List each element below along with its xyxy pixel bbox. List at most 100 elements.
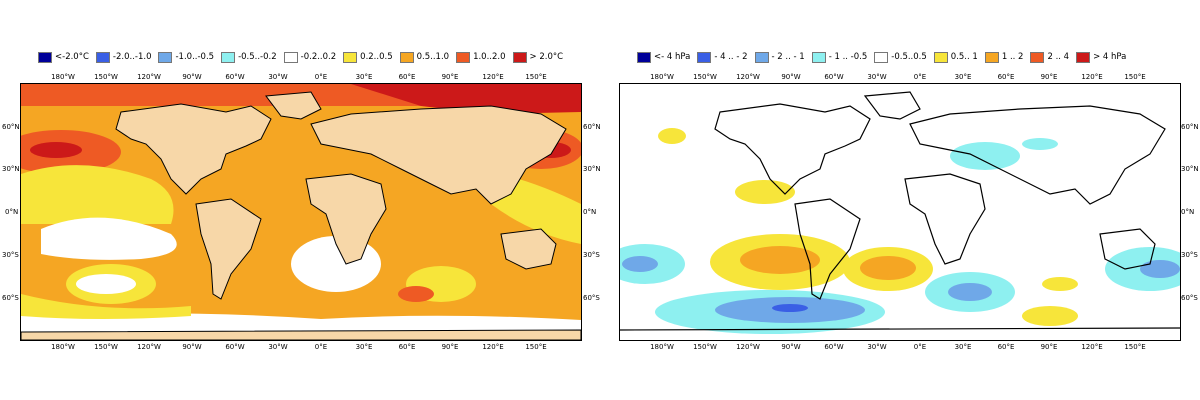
legend-swatch [697, 51, 712, 63]
subtropical-high [735, 180, 795, 204]
slp-legend: <- 4 hPa - 4 .. - 2 - 2 .. - 1 - 1 .. -0… [637, 50, 1133, 64]
lon-tick-label: 60°E [398, 73, 416, 81]
lon-tick-label: 0°E [913, 343, 927, 351]
south-america [195, 198, 262, 300]
lon-tick-label: 90°W [182, 343, 202, 351]
lat-tick-label: 60°N [583, 123, 601, 131]
lon-tick-label: 150°W [94, 73, 118, 81]
southern-mild-band [21, 294, 191, 319]
lon-tick-label: 60°W [824, 343, 844, 351]
lat-tick-label: 30°S [1181, 251, 1198, 259]
lon-tick-label: 120°W [137, 343, 161, 351]
lon-tick-label: 30°W [867, 343, 887, 351]
lon-tick-label: 90°W [182, 73, 202, 81]
west-australia-high [1042, 277, 1078, 291]
lon-tick-label: 60°E [997, 343, 1015, 351]
legend-swatch [1030, 51, 1045, 63]
legend-item: - 1 .. -0.5 [811, 51, 867, 63]
tasman-low-core [1140, 260, 1180, 278]
lon-tick-label: 30°E [355, 73, 373, 81]
lon-tick-label: 120°E [482, 343, 504, 351]
southern-ocean-low-core [772, 304, 808, 312]
land-masses [21, 91, 581, 340]
lon-tick-label: 30°E [954, 73, 972, 81]
north-pacific-high [658, 128, 686, 144]
legend-item: 0.2..0.5 [343, 51, 393, 63]
greenland [265, 91, 322, 120]
legend-swatch [811, 51, 826, 63]
legend-label: - 4 .. - 2 [714, 52, 748, 62]
legend-swatch [343, 51, 358, 63]
legend-label: -2.0..-1.0 [112, 52, 152, 62]
legend-label: 0.2..0.5 [360, 52, 393, 62]
eurasia [310, 105, 567, 205]
legend-label: - 2 .. - 1 [771, 52, 805, 62]
lon-tick-label: 150°E [525, 343, 547, 351]
lat-tick-label: 30°N [583, 165, 601, 173]
north-america [115, 103, 272, 195]
lon-tick-label: 60°E [997, 73, 1015, 81]
legend-label: 2 .. 4 [1047, 52, 1070, 62]
legend-item: -1.0..-0.5 [158, 51, 215, 63]
south-indian-warm [398, 286, 434, 302]
lon-tick-label: 0°E [314, 73, 328, 81]
south-america [794, 198, 861, 300]
sst-map-svg [21, 84, 581, 340]
lat-tick-label: 0°N [583, 208, 597, 216]
africa [904, 173, 986, 265]
legend-item: 1.0..2.0 [456, 51, 506, 63]
legend-label: > 4 hPa [1093, 52, 1127, 62]
lon-tick-label: 60°W [225, 343, 245, 351]
legend-item: -0.5..0.5 [874, 51, 927, 63]
legend-item: 0.5.. 1 [933, 51, 978, 63]
south-atlantic-high-core [860, 256, 916, 280]
lon-tick-label: 150°E [1124, 73, 1146, 81]
lon-tick-label: 120°E [482, 73, 504, 81]
central-asia-low [1022, 138, 1058, 150]
lat-tick-label: 60°S [2, 294, 19, 302]
legend-swatch [38, 51, 52, 63]
lon-tick-label: 180°W [51, 73, 75, 81]
australia [1099, 228, 1156, 270]
legend-swatch [984, 51, 999, 63]
lon-tick-label: 150°E [525, 73, 547, 81]
south-indian-low-core [948, 283, 992, 301]
legend-item: -0.5..-0.2 [221, 51, 277, 63]
lon-tick-label: 120°W [137, 73, 161, 81]
lon-tick-label: 30°W [867, 73, 887, 81]
legend-swatch [95, 51, 110, 63]
antarctica [21, 329, 581, 340]
lon-tick-label: 90°E [1040, 73, 1058, 81]
legend-label: -0.5..0.5 [891, 52, 927, 62]
south-pacific-low-west-core [622, 256, 658, 272]
lon-tick-label: 60°E [398, 343, 416, 351]
legend-item: -2.0..-1.0 [95, 51, 152, 63]
lat-tick-label: 30°S [2, 251, 19, 259]
legend-swatch [158, 51, 173, 63]
lon-tick-label: 30°E [954, 343, 972, 351]
antarctica [620, 327, 1180, 331]
lon-tick-label: 90°W [781, 343, 801, 351]
legend-item: > 4 hPa [1076, 51, 1127, 63]
lon-tick-label: 180°W [650, 343, 674, 351]
legend-item: - 4 .. - 2 [697, 51, 748, 63]
lon-tick-label: 120°W [736, 343, 760, 351]
legend-label: <- 4 hPa [654, 52, 691, 62]
lon-tick-label: 60°W [824, 73, 844, 81]
legend-label: <-2.0°C [55, 52, 89, 62]
tropical-pacific-neutral [41, 217, 177, 260]
mediterranean-low [950, 142, 1020, 170]
lon-tick-label: 30°W [268, 73, 288, 81]
lat-tick-label: 30°S [583, 251, 600, 259]
south-pacific-high-core [740, 246, 820, 274]
sst-anomaly-map [20, 83, 582, 341]
legend-label: -1.0..-0.5 [175, 52, 215, 62]
legend-item: > 2.0°C [512, 51, 563, 63]
lat-tick-label: 30°N [1181, 165, 1199, 173]
legend-item: <- 4 hPa [637, 51, 691, 63]
lon-tick-label: 120°E [1081, 73, 1103, 81]
legend-swatch [874, 51, 889, 63]
lat-tick-label: 60°S [1181, 294, 1198, 302]
north-pacific-mild [21, 165, 174, 224]
lat-tick-label: 60°S [583, 294, 600, 302]
